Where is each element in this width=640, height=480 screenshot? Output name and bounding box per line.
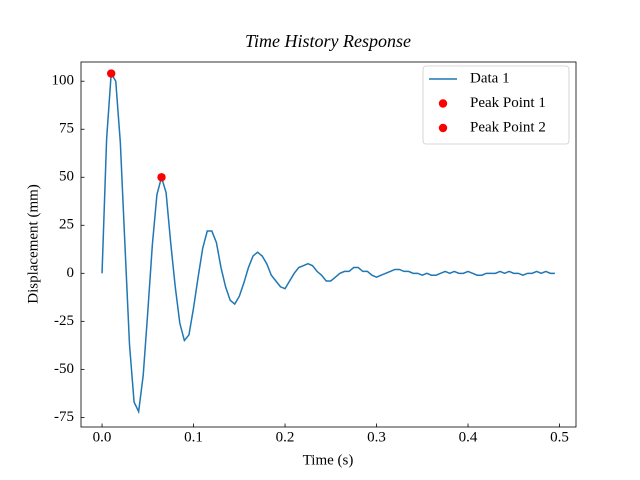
legend-swatch: [438, 99, 448, 108]
legend-label: Peak Point 2: [470, 119, 546, 135]
x-axis-label: Time (s): [303, 452, 354, 468]
x-tick-label: 0.3: [367, 429, 386, 445]
x-tick-label: 0.5: [550, 429, 569, 445]
data-line: [101, 71, 555, 415]
y-tick-label: 100: [52, 73, 75, 89]
y-axis-label: Displacement (mm): [25, 184, 41, 304]
y-tick-label: 75: [59, 121, 74, 137]
y-tick-label: 0: [67, 265, 75, 281]
y-tick-label: 50: [59, 169, 74, 185]
x-tick-label: 0.1: [184, 429, 203, 445]
y-tick-label: -50: [54, 361, 74, 377]
plot-frame: [80, 61, 577, 428]
x-tick-label: 0.4: [459, 429, 478, 445]
y-tick-label: 25: [59, 217, 74, 233]
y-tick-label: -75: [54, 409, 74, 425]
chart-title: Time History Response: [245, 31, 411, 51]
y-tick-label: -25: [54, 313, 74, 329]
x-tick-label: 0.0: [93, 429, 112, 445]
peak-marker: [157, 173, 166, 182]
legend-box: [422, 65, 570, 145]
legend-label: Data 1: [470, 70, 510, 86]
x-tick-label: 0.2: [276, 429, 295, 445]
peak-marker: [106, 69, 116, 78]
legend-label: Peak Point 1: [470, 95, 546, 111]
legend-swatch: [438, 123, 448, 133]
